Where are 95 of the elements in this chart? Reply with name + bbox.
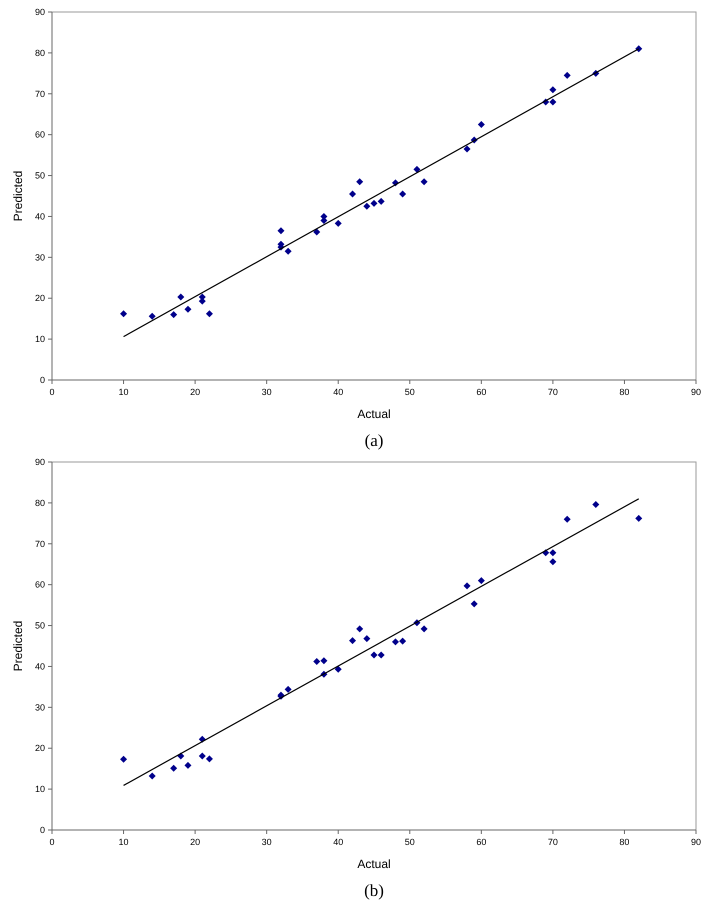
point <box>184 762 192 769</box>
y-axis-title: Predicted <box>11 170 25 222</box>
y-tick-label: 0 <box>40 825 45 835</box>
x-tick-label: 80 <box>619 387 630 397</box>
x-tick-label: 10 <box>118 837 129 847</box>
point <box>363 635 370 642</box>
point <box>549 558 556 566</box>
y-tick-label: 50 <box>34 620 45 631</box>
point <box>399 190 406 198</box>
text: (b) <box>364 881 384 900</box>
x-tick-label: 60 <box>476 387 486 397</box>
point <box>284 248 292 255</box>
point <box>313 658 320 666</box>
point <box>564 516 571 523</box>
point <box>277 227 284 234</box>
point <box>370 200 378 207</box>
point <box>363 202 370 210</box>
point <box>549 549 556 556</box>
point <box>470 600 478 608</box>
point <box>464 582 471 590</box>
point <box>549 98 556 106</box>
point <box>399 638 406 645</box>
point <box>284 686 292 693</box>
y-tick-label: 40 <box>34 211 45 222</box>
point <box>170 311 178 318</box>
x-tick-label: 20 <box>190 387 200 397</box>
x-tick-label: 30 <box>262 387 272 397</box>
point <box>356 178 364 186</box>
y-tick-label: 60 <box>34 580 45 590</box>
point <box>334 666 342 673</box>
point <box>356 625 364 632</box>
point <box>420 178 428 186</box>
point <box>420 625 428 632</box>
point <box>378 651 385 658</box>
y-tick-label: 10 <box>34 334 45 344</box>
point <box>120 310 128 318</box>
y-tick-label: 70 <box>34 538 45 549</box>
x-tick-label: 0 <box>49 387 55 397</box>
x-tick-label: 20 <box>190 837 200 847</box>
point <box>334 220 342 227</box>
point <box>170 764 178 772</box>
x-axis-title: Actual <box>357 857 391 871</box>
point <box>413 166 420 173</box>
x-tick-label: 60 <box>476 837 486 847</box>
point <box>320 657 328 664</box>
point <box>148 772 156 780</box>
x-tick-label: 70 <box>548 387 558 397</box>
y-tick-label: 90 <box>34 457 45 467</box>
y-tick-label: 70 <box>34 88 45 99</box>
point <box>148 312 156 320</box>
point <box>549 86 556 94</box>
point <box>349 190 356 198</box>
y-tick-label: 80 <box>34 498 45 508</box>
point <box>206 310 213 318</box>
y-tick-label: 20 <box>34 293 45 304</box>
y-tick-label: 10 <box>34 784 45 794</box>
point <box>392 638 399 646</box>
y-tick-label: 20 <box>34 743 45 754</box>
y-tick-label: 50 <box>34 170 45 181</box>
text: (a) <box>364 431 384 450</box>
y-tick-label: 30 <box>34 252 45 262</box>
point <box>177 293 184 300</box>
y-tick-label: 60 <box>34 130 45 140</box>
point <box>478 120 485 128</box>
x-tick-label: 50 <box>404 387 415 397</box>
point <box>370 651 378 658</box>
x-tick-label: 0 <box>49 837 55 847</box>
point <box>564 72 571 79</box>
x-tick-label: 10 <box>118 387 129 397</box>
y-tick-label: 30 <box>34 702 45 712</box>
x-tick-label: 90 <box>690 837 702 847</box>
y-tick-label: 40 <box>34 661 45 672</box>
y-tick-label: 80 <box>34 48 45 58</box>
point <box>184 306 192 313</box>
x-tick-label: 50 <box>404 837 415 847</box>
x-tick-label: 70 <box>548 837 558 847</box>
y-tick-label: 0 <box>40 375 45 385</box>
point <box>378 198 385 205</box>
point <box>349 637 356 644</box>
x-axis-title: Actual <box>357 407 391 421</box>
y-tick-label: 90 <box>34 7 45 17</box>
x-tick-label: 30 <box>262 837 272 847</box>
point <box>464 145 471 152</box>
x-tick-label: 40 <box>333 387 344 397</box>
point <box>592 501 600 508</box>
x-tick-label: 80 <box>619 837 630 847</box>
point <box>635 514 642 522</box>
point <box>198 752 206 760</box>
point <box>313 228 320 236</box>
point <box>478 577 485 584</box>
x-tick-label: 40 <box>333 837 344 847</box>
x-tick-label: 90 <box>690 387 702 397</box>
point <box>120 756 128 763</box>
y-axis-title: Predicted <box>11 620 25 672</box>
point <box>206 755 213 762</box>
